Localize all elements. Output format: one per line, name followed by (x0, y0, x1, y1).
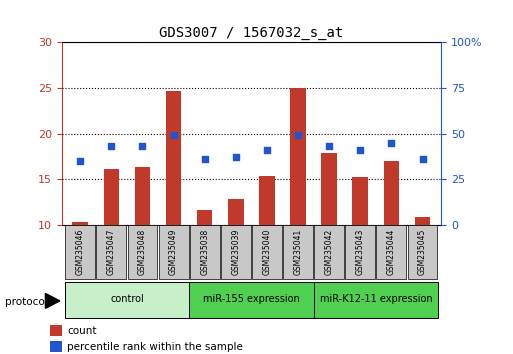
FancyBboxPatch shape (189, 282, 313, 318)
Text: GSM235047: GSM235047 (107, 229, 116, 275)
Text: percentile rank within the sample: percentile rank within the sample (67, 342, 243, 352)
FancyBboxPatch shape (159, 225, 188, 279)
FancyBboxPatch shape (65, 282, 189, 318)
Bar (384, 161, 399, 225)
FancyBboxPatch shape (96, 225, 126, 279)
Text: miR-K12-11 expression: miR-K12-11 expression (320, 294, 432, 304)
Bar (166, 91, 182, 225)
FancyBboxPatch shape (190, 225, 220, 279)
Bar (321, 153, 337, 225)
Bar (415, 217, 430, 225)
Point (76, 158, 84, 164)
Text: miR-155 expression: miR-155 expression (203, 294, 300, 304)
Text: control: control (110, 294, 144, 304)
Bar (352, 177, 368, 225)
Point (387, 140, 396, 145)
Bar (50, 325, 62, 336)
Point (419, 156, 427, 162)
FancyBboxPatch shape (377, 225, 406, 279)
FancyBboxPatch shape (407, 225, 438, 279)
Text: count: count (67, 326, 97, 336)
FancyBboxPatch shape (221, 225, 251, 279)
Text: GSM235049: GSM235049 (169, 229, 178, 275)
Text: GSM235046: GSM235046 (76, 229, 85, 275)
FancyBboxPatch shape (65, 225, 95, 279)
Bar (228, 199, 244, 225)
FancyBboxPatch shape (283, 225, 313, 279)
FancyBboxPatch shape (252, 225, 282, 279)
Point (325, 144, 333, 149)
Title: GDS3007 / 1567032_s_at: GDS3007 / 1567032_s_at (159, 26, 344, 40)
Point (169, 133, 177, 138)
Point (107, 144, 115, 149)
Text: GSM235040: GSM235040 (263, 229, 271, 275)
Bar (104, 169, 119, 225)
Point (139, 144, 147, 149)
Bar (259, 177, 274, 225)
Text: GSM235042: GSM235042 (325, 229, 333, 275)
Bar (290, 88, 306, 225)
FancyBboxPatch shape (313, 282, 438, 318)
Point (356, 147, 364, 153)
Text: GSM235041: GSM235041 (293, 229, 303, 275)
Bar (197, 210, 212, 225)
Text: GSM235045: GSM235045 (418, 229, 427, 275)
Text: GSM235039: GSM235039 (231, 229, 240, 275)
Bar (135, 167, 150, 225)
Bar (72, 222, 88, 225)
FancyBboxPatch shape (314, 225, 344, 279)
Text: protocol: protocol (5, 297, 48, 307)
Text: GSM235048: GSM235048 (138, 229, 147, 275)
Point (201, 156, 209, 162)
Text: GSM235044: GSM235044 (387, 229, 396, 275)
Point (294, 133, 302, 138)
Text: GSM235043: GSM235043 (356, 229, 365, 275)
Text: GSM235038: GSM235038 (200, 229, 209, 275)
Point (263, 147, 271, 153)
Polygon shape (45, 293, 60, 308)
FancyBboxPatch shape (345, 225, 375, 279)
Bar (50, 341, 62, 353)
FancyBboxPatch shape (128, 225, 157, 279)
Point (232, 154, 240, 160)
